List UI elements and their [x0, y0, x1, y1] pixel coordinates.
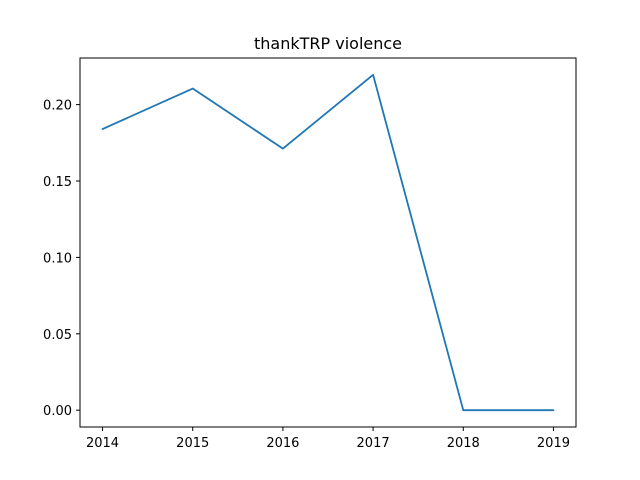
- series-group: [101, 73, 555, 412]
- x-tick-label: 2019: [537, 436, 570, 451]
- series-line: [101, 73, 555, 412]
- x-tick-label: 2015: [176, 436, 209, 451]
- chart-title: thankTRP violence: [254, 34, 402, 53]
- x-axis: 2014 2015 2016 2017 2018 2019: [86, 427, 570, 451]
- y-tick-label: 0.00: [43, 404, 72, 419]
- y-tick-label: 0.15: [43, 175, 72, 190]
- x-tick-label: 2018: [447, 436, 480, 451]
- y-tick-label: 0.10: [43, 251, 72, 266]
- x-tick-label: 2014: [86, 436, 119, 451]
- y-tick-label: 0.05: [43, 328, 72, 343]
- x-tick-label: 2017: [357, 436, 390, 451]
- y-axis: 0.00 0.05 0.10 0.15 0.20: [43, 99, 80, 419]
- plot-area-frame: [79, 57, 577, 428]
- y-tick-label: 0.20: [43, 99, 72, 114]
- x-tick-label: 2016: [266, 436, 299, 451]
